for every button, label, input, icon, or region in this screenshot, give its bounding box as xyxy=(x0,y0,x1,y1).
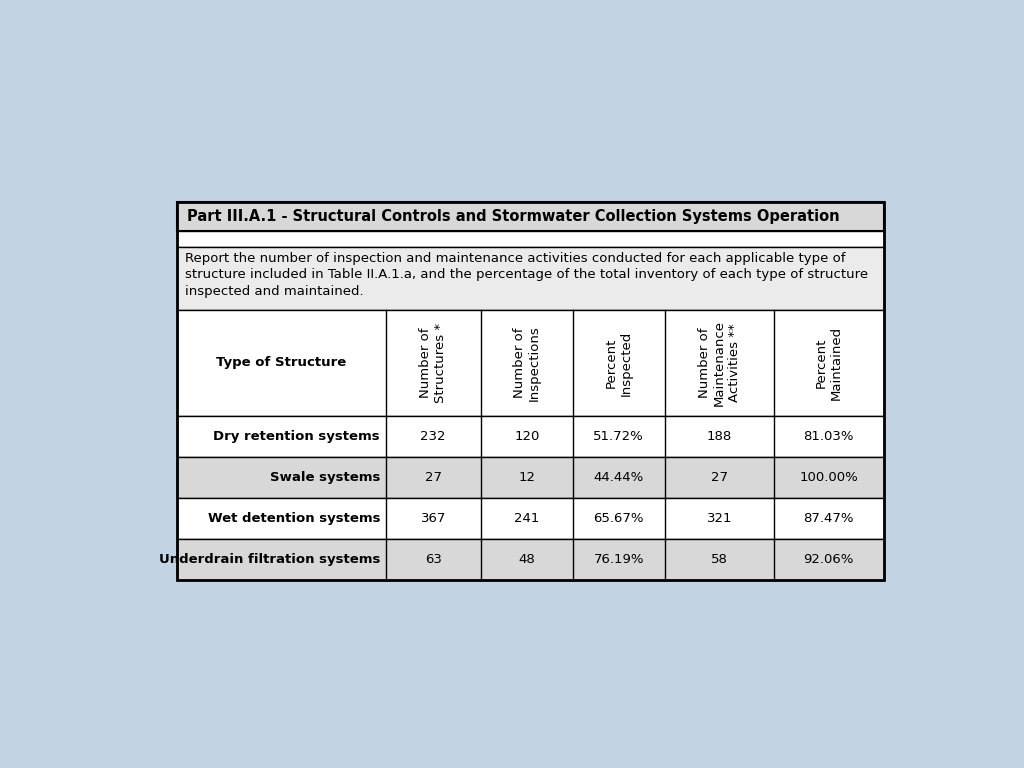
Text: 321: 321 xyxy=(707,512,732,525)
Text: 81.03%: 81.03% xyxy=(804,430,854,443)
Text: Part III.A.1 - Structural Controls and Stormwater Collection Systems Operation: Part III.A.1 - Structural Controls and S… xyxy=(186,209,840,223)
Text: 27: 27 xyxy=(425,471,441,484)
Bar xyxy=(177,498,884,539)
Text: 87.47%: 87.47% xyxy=(804,512,854,525)
Text: Number of
Inspections: Number of Inspections xyxy=(513,325,541,401)
Text: 44.44%: 44.44% xyxy=(594,471,644,484)
Text: Dry retention systems: Dry retention systems xyxy=(213,430,380,443)
Text: 51.72%: 51.72% xyxy=(593,430,644,443)
Text: 120: 120 xyxy=(514,430,540,443)
Text: Percent
Inspected: Percent Inspected xyxy=(604,330,633,396)
Bar xyxy=(177,415,884,457)
Text: 188: 188 xyxy=(707,430,732,443)
Text: 92.06%: 92.06% xyxy=(804,553,854,566)
Text: 65.67%: 65.67% xyxy=(593,512,644,525)
Bar xyxy=(177,457,884,498)
Text: Swale systems: Swale systems xyxy=(269,471,380,484)
Text: Percent
Maintained: Percent Maintained xyxy=(815,326,843,400)
Text: 27: 27 xyxy=(711,471,728,484)
Text: 76.19%: 76.19% xyxy=(593,553,644,566)
Text: Wet detention systems: Wet detention systems xyxy=(208,512,380,525)
Text: Number of
Maintenance
Activities **: Number of Maintenance Activities ** xyxy=(697,320,740,406)
Text: 232: 232 xyxy=(421,430,446,443)
Text: 48: 48 xyxy=(518,553,536,566)
Text: 100.00%: 100.00% xyxy=(800,471,858,484)
Bar xyxy=(177,231,884,247)
Text: Number of
Structures *: Number of Structures * xyxy=(419,323,447,403)
Text: 12: 12 xyxy=(518,471,536,484)
Text: inspected and maintained.: inspected and maintained. xyxy=(185,285,364,297)
Text: structure included in Table II.A.1.a, and the percentage of the total inventory : structure included in Table II.A.1.a, an… xyxy=(185,268,868,281)
Text: Underdrain filtration systems: Underdrain filtration systems xyxy=(159,553,380,566)
Text: Type of Structure: Type of Structure xyxy=(216,356,346,369)
Bar xyxy=(177,539,884,580)
Text: 58: 58 xyxy=(711,553,728,566)
Text: 63: 63 xyxy=(425,553,441,566)
Text: 367: 367 xyxy=(421,512,445,525)
Bar xyxy=(177,201,884,231)
Text: 241: 241 xyxy=(514,512,540,525)
Text: Report the number of inspection and maintenance activities conducted for each ap: Report the number of inspection and main… xyxy=(185,252,846,264)
